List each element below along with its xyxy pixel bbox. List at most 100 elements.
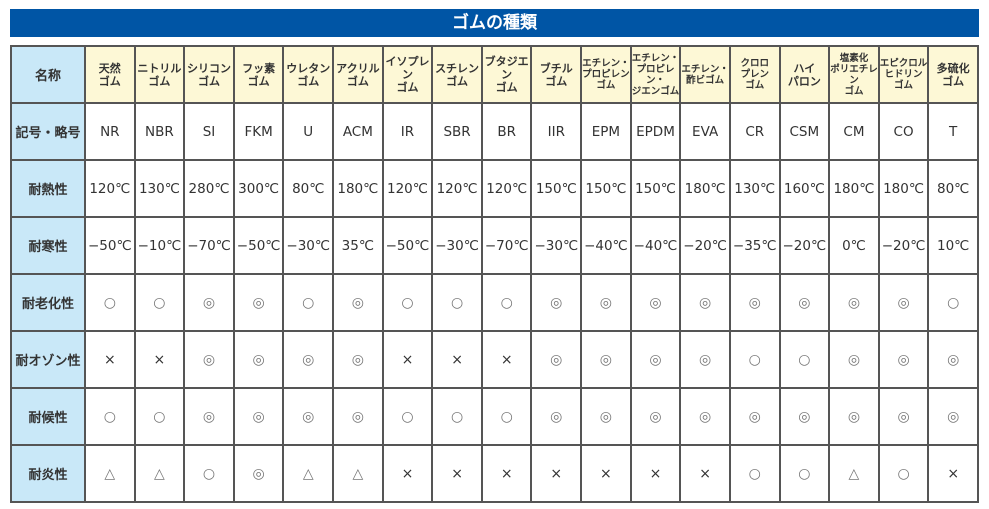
rating-symbol: ◎ bbox=[748, 408, 761, 425]
cell-weather: ◎ bbox=[927, 387, 979, 446]
cell-heat: 150℃ bbox=[530, 159, 583, 218]
cell-weather: ○ bbox=[84, 387, 136, 446]
cell-flame: ○ bbox=[877, 444, 930, 503]
rating-symbol: ◎ bbox=[798, 294, 811, 311]
rating-symbol: △ bbox=[104, 465, 116, 482]
cell-aging: ◎ bbox=[332, 273, 384, 332]
rating-symbol: ○ bbox=[202, 465, 216, 482]
cell-aging: ○ bbox=[381, 273, 434, 332]
row-header-code: 記号・略号 bbox=[10, 102, 86, 161]
cell-code: CO bbox=[877, 102, 930, 161]
cell-ozone: ◎ bbox=[877, 330, 930, 389]
cell-heat: 280℃ bbox=[183, 159, 235, 218]
cell-weather: ◎ bbox=[232, 387, 285, 446]
cell-aging: ○ bbox=[927, 273, 979, 332]
rating-symbol: ◎ bbox=[599, 408, 612, 425]
table-row-code: 記号・略号 NR NBR SI FKM U ACM IR SBR BR IIR EPM EPDM EVA C… bbox=[10, 102, 979, 161]
rating-symbol: ◎ bbox=[202, 351, 216, 368]
rating-symbol: ◎ bbox=[649, 351, 662, 368]
rating-symbol: △ bbox=[154, 465, 165, 482]
cell-ozone: ◎ bbox=[530, 330, 583, 389]
cell-heat: 80℃ bbox=[282, 159, 335, 218]
cell-weather: ◎ bbox=[728, 387, 781, 446]
cell-heat: 160℃ bbox=[778, 159, 831, 218]
cell-code: CM bbox=[828, 102, 880, 161]
cell-code: IIR bbox=[530, 102, 583, 161]
rating-symbol: ◎ bbox=[699, 294, 712, 311]
rating-symbol: ◎ bbox=[947, 351, 960, 368]
cell-flame: × bbox=[530, 444, 583, 503]
cell-heat: 300℃ bbox=[232, 159, 285, 218]
rubber-name: ブタジエン ゴム bbox=[480, 45, 533, 104]
rating-symbol: ○ bbox=[450, 408, 464, 425]
rating-symbol: ◎ bbox=[947, 408, 960, 425]
rating-symbol: ○ bbox=[500, 408, 513, 425]
cell-flame: × bbox=[580, 444, 632, 503]
rating-symbol: ◎ bbox=[351, 408, 364, 425]
cell-cold: −30℃ bbox=[431, 216, 483, 275]
rating-symbol: ◎ bbox=[847, 351, 861, 368]
rubber-name: 多硫化 ゴム bbox=[927, 45, 979, 104]
table-row-flame: 耐炎性 △ △ ○ ◎ △ △ × × × × × × × ○ ○ △ ○ × bbox=[10, 444, 979, 503]
rubber-name: エチレン・ プロピレン・ ジエンゴム bbox=[629, 45, 682, 104]
cell-code: EPM bbox=[580, 102, 632, 161]
rating-symbol: × bbox=[550, 465, 563, 482]
table-row-ozone: 耐オゾン性 × × ◎ ◎ ◎ ◎ × × × ◎ ◎ ◎ ◎ ○ ○ ◎ ◎ ◎ bbox=[10, 330, 979, 389]
rating-symbol: × bbox=[153, 351, 166, 368]
rating-symbol: ◎ bbox=[252, 465, 265, 482]
rubber-name: ブチル ゴム bbox=[530, 45, 583, 104]
cell-weather: ○ bbox=[431, 387, 483, 446]
cell-flame: × bbox=[381, 444, 434, 503]
table-row-aging: 耐老化性 ○ ○ ◎ ◎ ○ ◎ ○ ○ ○ ◎ ◎ ◎ ◎ ◎ ◎ ◎ ◎ ○ bbox=[10, 273, 979, 332]
rating-symbol: ◎ bbox=[649, 294, 662, 311]
rubber-name: ハイ パロン bbox=[778, 45, 831, 104]
cell-aging: ◎ bbox=[679, 273, 731, 332]
cell-cold: −30℃ bbox=[282, 216, 335, 275]
cell-ozone: ◎ bbox=[629, 330, 682, 389]
cell-aging: ○ bbox=[282, 273, 335, 332]
rating-symbol: ○ bbox=[500, 294, 513, 311]
rating-symbol: ◎ bbox=[798, 408, 811, 425]
cell-ozone: ◎ bbox=[828, 330, 880, 389]
cell-code: IR bbox=[381, 102, 434, 161]
rating-symbol: × bbox=[401, 351, 414, 368]
rating-symbol: ○ bbox=[302, 294, 315, 311]
rating-symbol: ◎ bbox=[897, 408, 910, 425]
cell-ozone: ◎ bbox=[232, 330, 285, 389]
rating-symbol: ◎ bbox=[599, 294, 612, 311]
cell-flame: △ bbox=[332, 444, 384, 503]
cell-code: FKM bbox=[232, 102, 285, 161]
cell-ozone: × bbox=[480, 330, 533, 389]
cell-heat: 150℃ bbox=[580, 159, 632, 218]
cell-aging: ◎ bbox=[530, 273, 583, 332]
cell-cold: −30℃ bbox=[530, 216, 583, 275]
rating-symbol: ◎ bbox=[252, 351, 265, 368]
row-header-flame: 耐炎性 bbox=[10, 444, 86, 503]
cell-weather: ○ bbox=[480, 387, 533, 446]
row-header-name: 名称 bbox=[10, 45, 86, 104]
rating-symbol: × bbox=[500, 465, 513, 482]
cell-cold: −20℃ bbox=[877, 216, 930, 275]
cell-weather: ○ bbox=[381, 387, 434, 446]
rating-symbol: ◎ bbox=[847, 294, 861, 311]
rating-symbol: ◎ bbox=[202, 408, 216, 425]
cell-heat: 180℃ bbox=[679, 159, 731, 218]
cell-aging: ◎ bbox=[778, 273, 831, 332]
rating-symbol: ○ bbox=[947, 294, 960, 311]
rating-symbol: ◎ bbox=[550, 351, 563, 368]
rating-symbol: ○ bbox=[798, 465, 811, 482]
rating-symbol: ◎ bbox=[550, 294, 563, 311]
row-header-heat: 耐熱性 bbox=[10, 159, 86, 218]
rating-symbol: × bbox=[600, 465, 612, 482]
cell-aging: ◎ bbox=[828, 273, 880, 332]
cell-heat: 180℃ bbox=[332, 159, 384, 218]
rubber-name: スチレン ゴム bbox=[431, 45, 483, 104]
cell-cold: −70℃ bbox=[183, 216, 235, 275]
cell-aging: ○ bbox=[84, 273, 136, 332]
cell-weather: ◎ bbox=[679, 387, 731, 446]
cell-weather: ◎ bbox=[183, 387, 235, 446]
cell-aging: ◎ bbox=[877, 273, 930, 332]
cell-heat: 150℃ bbox=[629, 159, 682, 218]
cell-cold: −50℃ bbox=[381, 216, 434, 275]
cell-flame: △ bbox=[828, 444, 880, 503]
